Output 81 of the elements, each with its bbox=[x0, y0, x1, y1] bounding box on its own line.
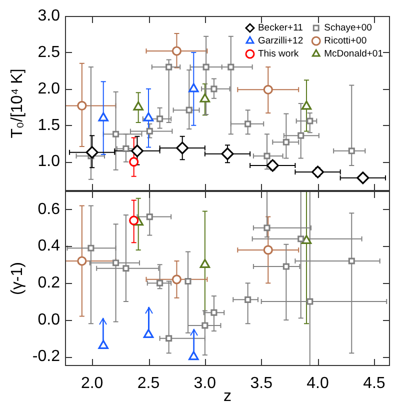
point bbox=[146, 214, 153, 220]
point bbox=[172, 274, 182, 284]
x-tick-label: 3.5 bbox=[250, 375, 273, 392]
point bbox=[266, 159, 279, 172]
y-tick-label: 0.6 bbox=[38, 200, 60, 218]
point bbox=[184, 278, 192, 285]
point bbox=[282, 138, 290, 146]
x-tick-label: 4.5 bbox=[363, 375, 386, 392]
y-axis-title: (γ-1) bbox=[9, 262, 26, 295]
point bbox=[263, 245, 273, 255]
point bbox=[264, 152, 270, 160]
point bbox=[129, 216, 139, 226]
y-tick-label: 1.5 bbox=[38, 116, 60, 134]
point bbox=[133, 101, 144, 110]
legend-label: Garzilli+12 bbox=[258, 36, 304, 47]
point bbox=[156, 116, 164, 122]
point bbox=[98, 112, 108, 122]
y-tick-label: 3.0 bbox=[38, 7, 60, 24]
y-tick-label: 0.2 bbox=[38, 274, 60, 292]
point bbox=[77, 256, 87, 266]
point bbox=[282, 263, 290, 270]
point bbox=[348, 148, 355, 154]
point bbox=[356, 172, 370, 184]
point bbox=[98, 340, 108, 350]
y-tick-label: 2.5 bbox=[38, 44, 60, 61]
point bbox=[88, 244, 94, 252]
y-tick-label: 2.0 bbox=[38, 80, 60, 98]
point bbox=[306, 118, 314, 124]
point bbox=[86, 146, 98, 159]
point bbox=[200, 93, 210, 102]
y-tick-label: 0.0 bbox=[38, 311, 60, 328]
point bbox=[298, 132, 304, 139]
point bbox=[210, 86, 218, 92]
point bbox=[130, 144, 144, 158]
y-tick-label: 0.4 bbox=[38, 238, 60, 255]
point bbox=[166, 335, 172, 342]
point bbox=[146, 128, 153, 134]
legend-label: This work bbox=[258, 48, 299, 60]
point bbox=[129, 157, 139, 167]
legend-label: Schaye+00 bbox=[324, 22, 372, 34]
point bbox=[311, 166, 324, 178]
x-tick-label: 2.5 bbox=[137, 375, 160, 392]
point bbox=[202, 322, 208, 329]
point bbox=[301, 100, 312, 110]
point bbox=[186, 106, 192, 114]
point bbox=[143, 328, 154, 338]
y-axis-title: T₀/[10⁴ K] bbox=[9, 68, 26, 138]
point bbox=[166, 64, 172, 70]
point bbox=[228, 64, 234, 70]
y-tick-label: -0.2 bbox=[32, 348, 60, 366]
point bbox=[298, 236, 304, 242]
point bbox=[244, 120, 252, 128]
point bbox=[263, 84, 273, 94]
point bbox=[112, 260, 120, 266]
point bbox=[112, 130, 120, 138]
legend-label: McDonald+01 bbox=[324, 48, 384, 60]
point bbox=[202, 64, 210, 70]
point bbox=[188, 83, 199, 92]
x-tick-label: 4.0 bbox=[306, 375, 329, 392]
legend-label: Ricotti+00 bbox=[324, 36, 367, 47]
point bbox=[122, 265, 130, 272]
point bbox=[156, 280, 164, 286]
point bbox=[200, 258, 210, 268]
point bbox=[172, 46, 182, 56]
x-tick-label: 2.0 bbox=[80, 375, 104, 392]
legend-label: Becker+11 bbox=[258, 22, 303, 34]
point bbox=[244, 296, 252, 303]
point bbox=[122, 145, 130, 152]
point bbox=[221, 148, 234, 160]
point bbox=[306, 298, 314, 305]
point bbox=[210, 309, 218, 316]
y-tick-label: 1.0 bbox=[38, 153, 60, 170]
point bbox=[176, 142, 189, 154]
x-tick-label: 3.0 bbox=[194, 375, 216, 392]
point bbox=[77, 100, 87, 110]
point bbox=[348, 258, 355, 264]
point bbox=[264, 224, 270, 232]
point bbox=[143, 112, 154, 122]
x-axis-title: z bbox=[224, 388, 232, 405]
point bbox=[301, 234, 312, 244]
point bbox=[188, 350, 199, 360]
